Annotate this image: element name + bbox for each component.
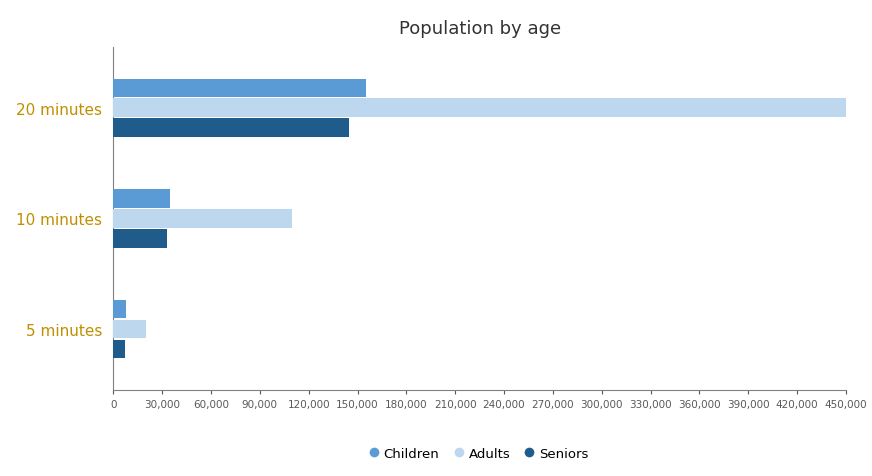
Bar	[113, 190, 170, 208]
Bar	[113, 340, 125, 358]
Legend: Children, Adults, Seniors: Children, Adults, Seniors	[365, 441, 594, 465]
Bar	[113, 99, 846, 118]
Title: Population by age: Population by age	[399, 20, 561, 38]
Bar	[113, 230, 167, 248]
Bar	[113, 119, 350, 138]
Bar	[113, 300, 126, 319]
Bar	[113, 79, 365, 98]
Bar	[113, 320, 146, 338]
Bar	[113, 210, 292, 228]
